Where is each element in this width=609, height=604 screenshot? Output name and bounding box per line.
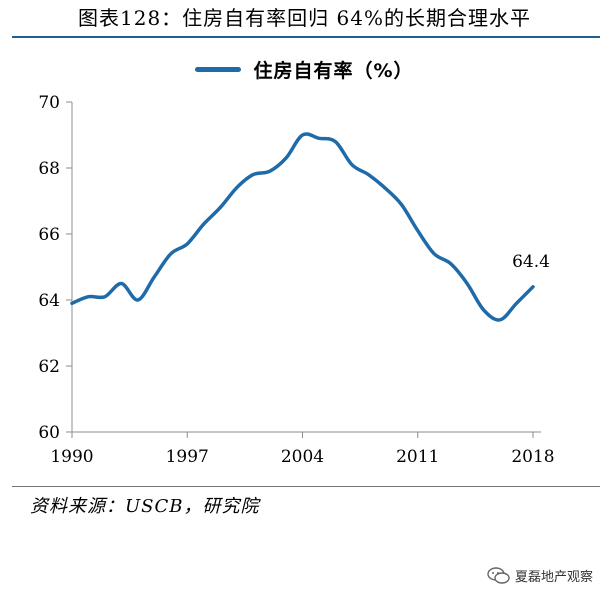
source-note: 资料来源：USCB，研究院 — [30, 496, 260, 517]
watermark: 夏磊地产观察 — [487, 566, 593, 585]
x-tick-label: 2004 — [281, 447, 324, 467]
title-divider — [12, 36, 600, 38]
series-line-homeownership-rate — [70, 132, 535, 322]
wechat-icon — [487, 566, 510, 584]
x-tick-label: 2011 — [396, 447, 439, 467]
chart-title: 图表128：住房自有率回归 64%的长期合理水平 — [78, 6, 531, 30]
y-tick-label: 60 — [38, 423, 60, 443]
legend: 住房自有率（%） — [0, 56, 609, 83]
y-tick-label: 70 — [38, 93, 60, 113]
legend-label: 住房自有率（%） — [253, 60, 414, 82]
line-chart: 60 62 64 66 68 70 1990 1997 2004 2011 2018 64.4 — [38, 93, 554, 467]
watermark-text: 夏磊地产观察 — [514, 570, 593, 585]
y-tick-label: 68 — [38, 159, 60, 179]
y-tick-label: 62 — [38, 357, 60, 377]
x-tick-label: 1990 — [50, 447, 93, 467]
legend-swatch — [195, 67, 242, 72]
source-divider — [12, 486, 600, 487]
x-tick-label: 2018 — [511, 447, 554, 467]
y-tick-label: 64 — [38, 291, 60, 311]
data-label-last-value: 64.4 — [512, 252, 550, 272]
y-tick-label: 66 — [38, 225, 60, 245]
x-tick-label: 1997 — [166, 447, 209, 467]
